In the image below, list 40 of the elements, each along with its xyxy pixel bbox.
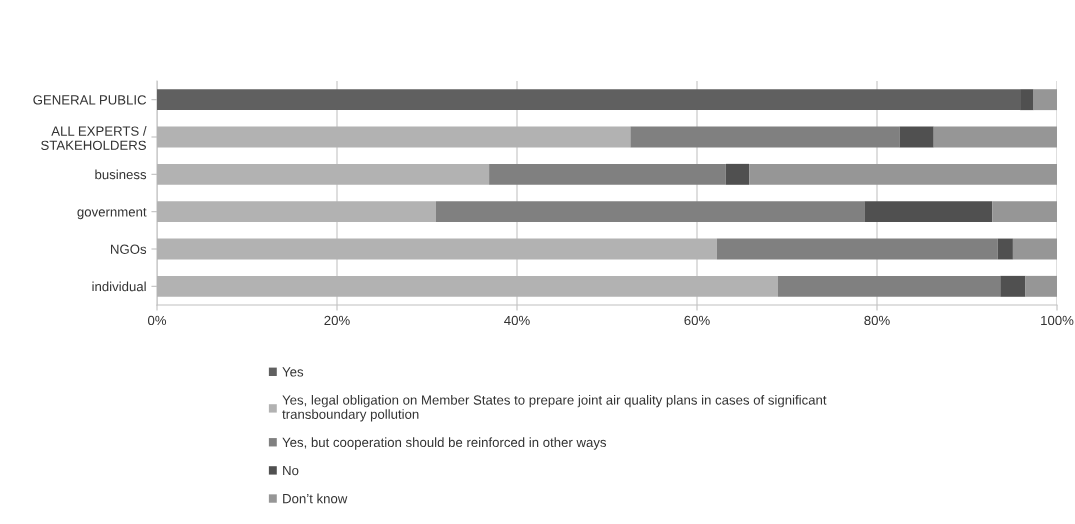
legend-label: Don’t know (283, 493, 348, 504)
bar (1020, 89, 1034, 111)
bar (157, 238, 717, 260)
bar (1012, 238, 1057, 260)
bar (997, 238, 1013, 260)
y-tick-label: business (95, 169, 147, 180)
y-tick-label: individual (92, 281, 146, 292)
y-tick-label: ALL EXPERTS / STAKEHOLDERS (41, 126, 147, 150)
bar (864, 201, 993, 223)
legend-label: No (283, 465, 299, 476)
bar (716, 238, 998, 260)
y-tick-label: GENERAL PUBLIC (33, 95, 147, 105)
bar (157, 126, 631, 148)
x-tick-label: 40% (504, 315, 530, 326)
bar (489, 163, 726, 185)
bar (157, 163, 490, 185)
x-tick-label: 0% (147, 315, 167, 326)
bar (1025, 275, 1057, 297)
bar (157, 201, 436, 223)
y-tick-label: NGOs (111, 244, 147, 254)
x-tick-label: 100% (1041, 315, 1074, 326)
y-tick-label: government (77, 207, 147, 220)
bar (749, 163, 1057, 185)
bar (992, 201, 1057, 223)
bar (157, 89, 1021, 111)
bar (157, 275, 778, 297)
x-tick-label: 60% (684, 315, 710, 326)
bar (1033, 89, 1057, 111)
bar (630, 126, 900, 148)
bar (436, 201, 865, 223)
legend-label: Yes, legal obligation on Member States to prepare joint air quality plans in cases of significant transboundary pollution (282, 395, 827, 422)
bar (1000, 275, 1026, 297)
legend-label: Yes, but cooperation should be reinforced in other ways (282, 437, 607, 450)
bar (778, 275, 1001, 297)
bar (933, 126, 1057, 148)
x-tick-label: 20% (324, 315, 350, 326)
bar (725, 163, 750, 185)
x-tick-label: 80% (864, 315, 890, 326)
legend-label: Yes (282, 367, 304, 377)
bar (899, 126, 934, 148)
